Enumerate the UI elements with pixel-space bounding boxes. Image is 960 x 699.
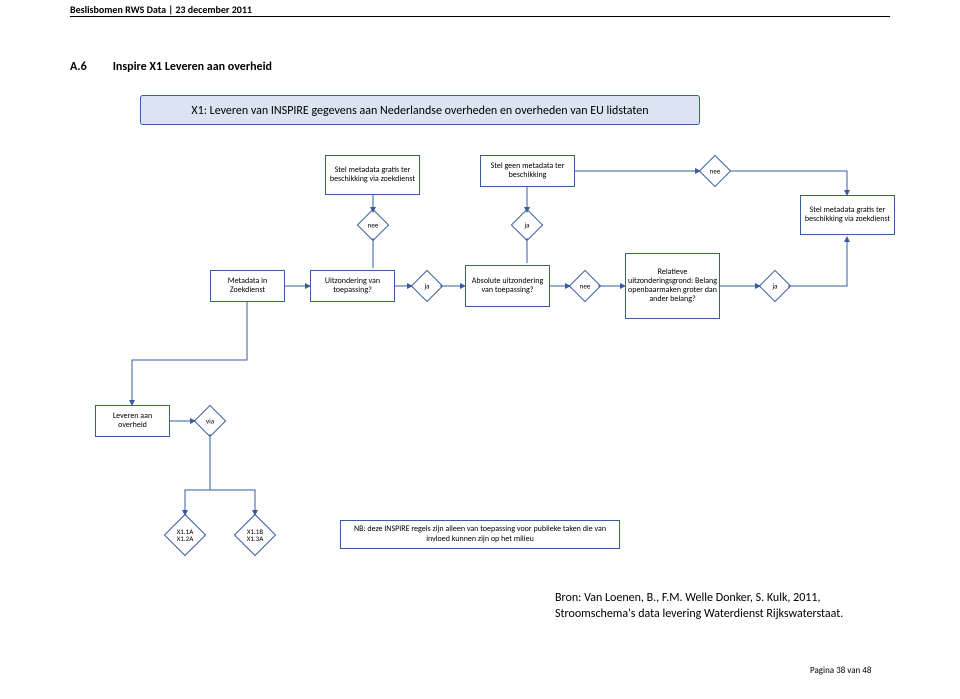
diamond-x1b: X1.1B X1.3A [235,515,275,555]
node-uitzondering: Uitzondering van toepassing? [310,270,395,302]
diamond-via: via [195,406,225,436]
flow-title-box: X1: Leveren van INSPIRE gegevens aan Ned… [140,95,700,125]
header-rule [70,16,890,17]
page-number: Pagina 38 van 48 [810,665,871,676]
diamond-ja-2: ja [760,271,790,301]
node-meta-gratis-2: Stel metadata gratis ter beschikking via… [800,195,895,235]
diamond-nee-top: nee [700,156,730,186]
node-meta-gratis-1: Stel metadata gratis ter beschikking via… [325,155,420,195]
citation: Bron: Van Loenen, B., F.M. Welle Donker,… [555,590,895,622]
node-metadata-zoekdienst: Metadata in Zoekdienst [210,270,285,302]
section-heading: A.6 Inspire X1 Leveren aan overheid [70,60,272,74]
section-num: A.6 [70,60,110,74]
node-geen-metadata: Stel geen metadata ter beschikking [480,155,575,187]
node-relatieve: Relatieve uitzonderingsgrond: Belang ope… [625,253,720,319]
diamond-ja-1: ja [412,271,442,301]
diamond-ja-meta2: ja [512,210,542,240]
diamond-x1a: X1.1A X1.2A [165,515,205,555]
node-absolute: Absolute uitzondering van toepassing? [465,265,550,307]
diamond-nee-1: nee [570,271,600,301]
note-box: NB: deze INSPIRE regels zijn alleen van … [340,520,620,549]
page-header: Beslisbomen RWS Data | 23 december 2011 [70,3,252,16]
diamond-nee-meta1: nee [358,210,388,240]
section-title: Inspire X1 Leveren aan overheid [113,60,272,74]
node-leveren-overheid: Leveren aan overheid [95,405,170,437]
